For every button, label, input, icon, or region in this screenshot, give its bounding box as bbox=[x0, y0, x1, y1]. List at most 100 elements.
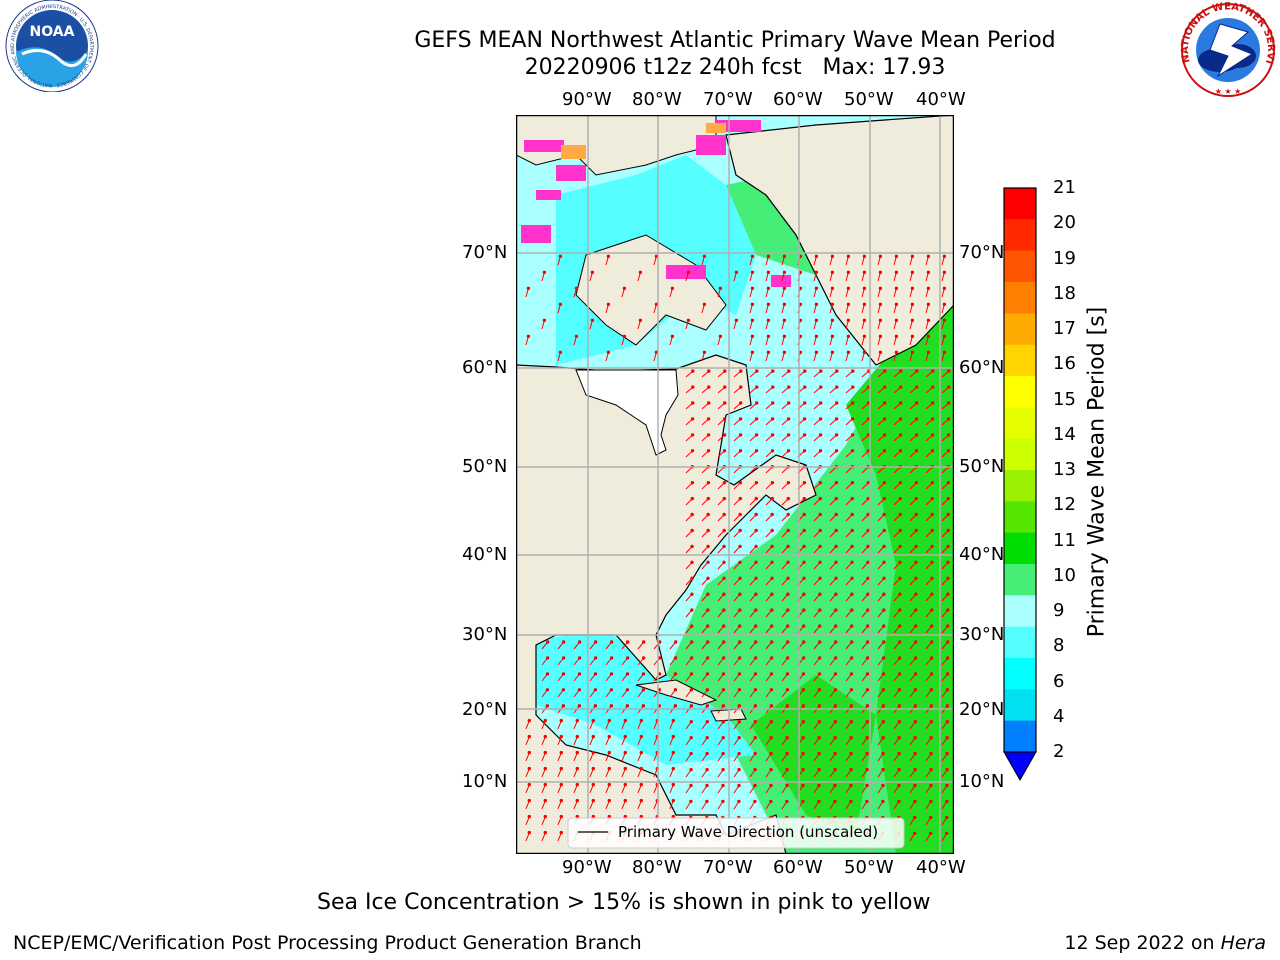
wave-arrow-head bbox=[526, 286, 531, 291]
wave-arrow-head bbox=[801, 704, 806, 708]
wave-arrow-head bbox=[734, 318, 739, 323]
wave-arrow-head bbox=[770, 608, 774, 612]
wave-arrow-head bbox=[769, 799, 773, 804]
wave-arrow-head bbox=[737, 799, 741, 804]
lat-label-left-6: 10°N bbox=[462, 771, 508, 792]
wave-arrow-head bbox=[654, 254, 659, 259]
wave-arrow-head bbox=[673, 704, 678, 708]
colorbar-band bbox=[1004, 532, 1036, 565]
wave-arrow-head bbox=[930, 640, 934, 644]
wave-arrow-head bbox=[722, 512, 726, 517]
wave-arrow-head bbox=[689, 783, 693, 788]
wave-arrow-head bbox=[590, 270, 595, 275]
wave-arrow-head bbox=[865, 751, 869, 756]
wave-arrow-head bbox=[814, 318, 819, 323]
land-greenland bbox=[725, 115, 954, 366]
wave-arrow-head bbox=[753, 720, 758, 724]
wave-arrow-head bbox=[929, 815, 933, 820]
wave-arrow-head bbox=[883, 401, 887, 405]
wave-arrow-head bbox=[753, 751, 757, 756]
lon-label-bottom-5: 40°W bbox=[916, 857, 966, 878]
wave-arrow-head bbox=[623, 718, 628, 723]
colorbar-band bbox=[1004, 344, 1036, 377]
wave-arrow-head bbox=[706, 449, 711, 453]
wave-arrow-head bbox=[818, 417, 823, 421]
wave-arrow-head bbox=[591, 814, 596, 819]
wave-arrow-head bbox=[705, 688, 710, 692]
wave-arrow-head bbox=[707, 385, 711, 389]
wave-arrow-head bbox=[849, 720, 853, 724]
wave-arrow-head bbox=[770, 512, 774, 517]
wave-arrow-head bbox=[914, 528, 918, 533]
colorbar-tick: 18 bbox=[1053, 282, 1076, 304]
wave-arrow-head bbox=[770, 433, 775, 437]
wave-arrow-head bbox=[926, 270, 931, 275]
wave-arrow-head bbox=[930, 496, 934, 501]
wave-arrow-head bbox=[691, 401, 695, 405]
wave-arrow-head bbox=[766, 270, 771, 275]
wave-arrow-head bbox=[802, 481, 807, 485]
wave-arrow-head bbox=[591, 782, 596, 787]
wave-arrow-head bbox=[834, 608, 838, 612]
wave-arrow-head bbox=[894, 270, 899, 275]
wave-arrow-head bbox=[622, 334, 627, 339]
wave-arrow-head bbox=[802, 528, 806, 533]
wave-arrow-head bbox=[718, 334, 723, 339]
wave-arrow-head bbox=[559, 750, 563, 755]
wave-arrow-head bbox=[766, 350, 771, 355]
wave-arrow-head bbox=[689, 672, 694, 676]
wave-arrow-head bbox=[946, 417, 951, 421]
wave-arrow-head bbox=[817, 783, 821, 788]
wave-arrow-head bbox=[849, 767, 853, 772]
wave-arrow-head bbox=[946, 449, 951, 453]
wave-arrow-head bbox=[926, 302, 931, 307]
wave-arrow-head bbox=[641, 688, 646, 692]
wave-arrow-head bbox=[913, 704, 918, 708]
wave-arrow-head bbox=[769, 767, 773, 772]
wave-arrow-head bbox=[819, 385, 823, 389]
wave-arrow-head bbox=[914, 624, 918, 628]
wave-arrow-head bbox=[755, 401, 759, 405]
wave-arrow-head bbox=[738, 528, 742, 533]
wave-arrow-head bbox=[898, 592, 902, 596]
wave-arrow-head bbox=[834, 512, 838, 517]
wave-arrow-head bbox=[866, 640, 870, 644]
wave-arrow-head bbox=[914, 512, 918, 517]
colorbar-tick: 8 bbox=[1053, 635, 1065, 657]
wave-arrow-head bbox=[707, 401, 711, 405]
wave-arrow-head bbox=[833, 672, 838, 676]
wave-arrow-head bbox=[753, 799, 757, 804]
wave-arrow-head bbox=[689, 656, 694, 660]
wave-arrow-head bbox=[671, 750, 676, 755]
wave-arrow-head bbox=[705, 704, 710, 708]
wave-arrow-head bbox=[690, 417, 695, 421]
wave-arrow-head bbox=[882, 560, 886, 564]
wave-arrow-head bbox=[803, 369, 807, 373]
wave-arrow-head bbox=[846, 334, 851, 339]
colorbar-band bbox=[1004, 282, 1036, 314]
wave-arrow-head bbox=[881, 672, 886, 676]
wave-arrow-head bbox=[770, 560, 774, 564]
wave-arrow-head bbox=[690, 481, 695, 485]
wave-arrow-head bbox=[930, 433, 935, 437]
wave-arrow-head bbox=[930, 560, 934, 564]
wave-arrow-head bbox=[638, 318, 643, 323]
wave-arrow-head bbox=[706, 560, 710, 564]
footer-date: 12 Sep 2022 on bbox=[1064, 932, 1221, 954]
colorbar-label: Primary Wave Mean Period [s] bbox=[1084, 306, 1110, 638]
wave-arrow-head bbox=[786, 608, 790, 612]
wave-arrow-head bbox=[706, 481, 711, 485]
wave-arrow-head bbox=[930, 481, 935, 485]
wave-arrow-head bbox=[814, 302, 819, 307]
wave-arrow-head bbox=[527, 798, 532, 803]
wave-arrow-head bbox=[721, 688, 726, 692]
wave-arrow-head bbox=[834, 560, 838, 564]
wave-arrow-head bbox=[739, 369, 743, 373]
wave-arrow-head bbox=[913, 751, 917, 756]
wave-arrow-head bbox=[833, 767, 837, 772]
wave-arrow-head bbox=[607, 814, 612, 819]
wave-arrow-head bbox=[899, 401, 903, 405]
wave-arrow-head bbox=[609, 656, 614, 660]
wave-arrow-head bbox=[721, 736, 725, 740]
wave-arrow-head bbox=[802, 576, 806, 580]
